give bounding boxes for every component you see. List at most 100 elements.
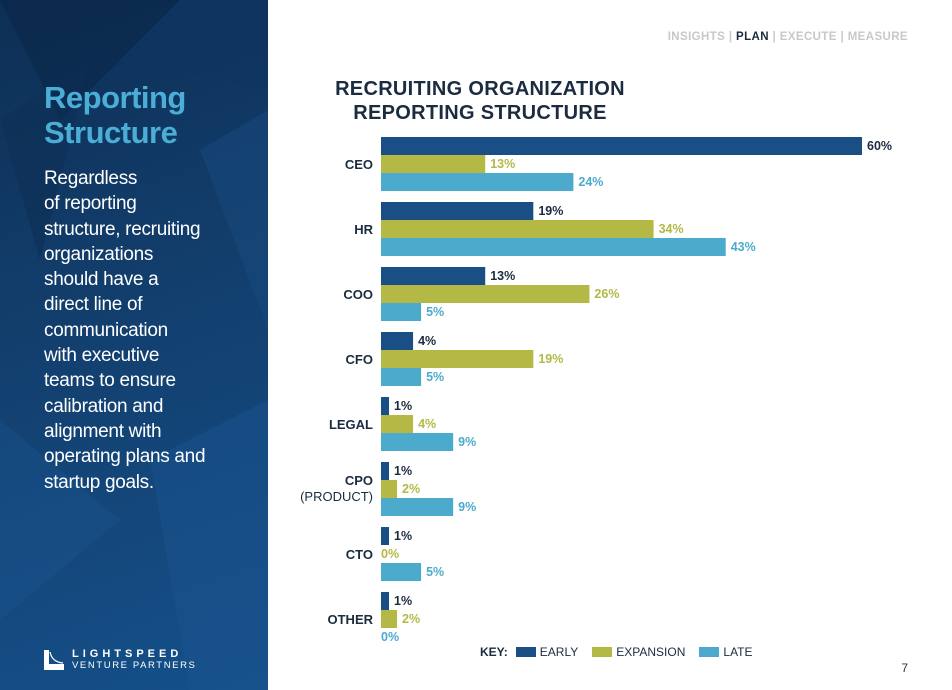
legend-item-early: EARLY (515, 645, 579, 659)
data-label-expansion: 0% (381, 547, 399, 561)
bar-late (381, 303, 422, 321)
category-label: COO (343, 287, 373, 302)
data-label-late: 43% (731, 240, 756, 254)
description-line: should have a (44, 269, 159, 291)
description-line: direct line of (44, 294, 143, 316)
category-label: CTO (346, 547, 373, 562)
legend-item-expansion: EXPANSION (592, 645, 685, 659)
nav-separator: | (836, 31, 848, 43)
bar-expansion (381, 480, 398, 498)
category-label: LEGAL (329, 417, 373, 432)
data-label-expansion: 13% (490, 157, 515, 171)
bar-early (381, 202, 534, 220)
logo-subname: VENTURE PARTNERS (72, 660, 197, 671)
description-line: operating plans and (44, 446, 206, 468)
legend-label-early: EARLY (539, 645, 579, 659)
description-line: calibration and (44, 395, 164, 417)
lightspeed-logo: LIGHTSPEED VENTURE PARTNERS (44, 648, 197, 671)
data-label-early: 1% (394, 399, 412, 413)
section-title: Reporting Structure (44, 80, 186, 150)
description-line: organizations (44, 243, 154, 265)
section-description: Regardless of reporting structure, recruit… (44, 166, 259, 495)
bar-expansion (381, 415, 414, 433)
data-label-late: 5% (426, 305, 444, 319)
bar-early (381, 332, 414, 350)
legend-label-late: LATE (723, 645, 753, 659)
section-title-line2: Structure (44, 115, 178, 150)
description-line: structure, recruiting (44, 218, 201, 240)
bar-expansion (381, 350, 534, 368)
category-label: CPO (345, 473, 373, 488)
data-label-early: 13% (490, 269, 515, 283)
data-label-expansion: 4% (418, 417, 436, 431)
background-polygons (0, 0, 268, 690)
nav-item-measure[interactable]: MEASURE (847, 31, 908, 43)
data-label-late: 0% (381, 630, 399, 644)
data-label-early: 4% (418, 334, 436, 348)
chart-legend: KEY: EARLY EXPANSION LATE (480, 645, 767, 659)
chart-title-line1: RECRUITING ORGANIZATION (335, 78, 625, 100)
category-label: OTHER (328, 612, 374, 627)
category-label: HR (354, 222, 373, 237)
description-line: communication (44, 319, 168, 341)
page-number: 7 (901, 661, 908, 675)
nav-separator: | (768, 31, 780, 43)
nav-item-execute[interactable]: EXECUTE (779, 31, 837, 43)
data-label-expansion: 26% (594, 287, 619, 301)
data-label-expansion: 2% (402, 482, 420, 496)
data-label-expansion: 19% (538, 352, 563, 366)
bar-late (381, 238, 726, 256)
bar-expansion (381, 610, 398, 628)
data-label-late: 24% (578, 175, 603, 189)
description-line: alignment with (44, 420, 162, 442)
bar-late (381, 498, 454, 516)
nav-item-insights[interactable]: INSIGHTS (667, 31, 726, 43)
bar-expansion (381, 155, 486, 173)
bar-expansion (381, 285, 590, 303)
data-label-late: 9% (458, 435, 476, 449)
bar-late (381, 563, 422, 581)
data-label-early: 1% (394, 529, 412, 543)
bar-early (381, 462, 390, 480)
legend-swatch-expansion (592, 647, 613, 657)
bar-early (381, 397, 390, 415)
data-label-early: 1% (394, 464, 412, 478)
bar-early (381, 267, 486, 285)
bar-late (381, 173, 574, 191)
data-label-late: 9% (458, 500, 476, 514)
bar-early (381, 527, 390, 545)
category-label: CEO (345, 157, 373, 172)
bar-late (381, 433, 454, 451)
sidebar-panel: Reporting Structure Regardless of reporti… (0, 0, 268, 690)
category-sublabel: (PRODUCT) (300, 489, 373, 504)
section-nav: INSIGHTS | PLAN | EXECUTE | MEASURE (668, 31, 908, 43)
bar-early (381, 137, 862, 155)
data-label-late: 5% (426, 565, 444, 579)
bar-late (381, 368, 422, 386)
lightspeed-logo-icon (44, 649, 64, 670)
data-label-expansion: 2% (402, 612, 420, 626)
data-label-expansion: 34% (659, 222, 684, 236)
legend-title: KEY: (480, 645, 508, 659)
description-line: startup goals. (44, 471, 154, 493)
legend-label-expansion: EXPANSION (616, 645, 686, 659)
legend-item-late: LATE (699, 645, 753, 659)
logo-name: LIGHTSPEED (72, 648, 183, 660)
chart-title-line2: REPORTING STRUCTURE (353, 102, 607, 124)
category-label: CFO (346, 352, 373, 367)
description-line: with executive (44, 345, 160, 367)
data-label-early: 60% (867, 139, 892, 153)
nav-item-plan[interactable]: PLAN (736, 31, 769, 43)
bar-expansion (381, 220, 654, 238)
legend-swatch-late (699, 647, 720, 657)
nav-separator: | (725, 31, 737, 43)
description-line: Regardless (44, 168, 138, 189)
legend-swatch-early (515, 647, 536, 657)
chart-title: RECRUITING ORGANIZATION REPORTING STRUCT… (240, 77, 720, 125)
data-label-early: 19% (538, 204, 563, 218)
bar-early (381, 592, 390, 610)
data-label-late: 5% (426, 370, 444, 384)
description-line: teams to ensure (44, 370, 176, 392)
description-line: of reporting (44, 193, 137, 215)
